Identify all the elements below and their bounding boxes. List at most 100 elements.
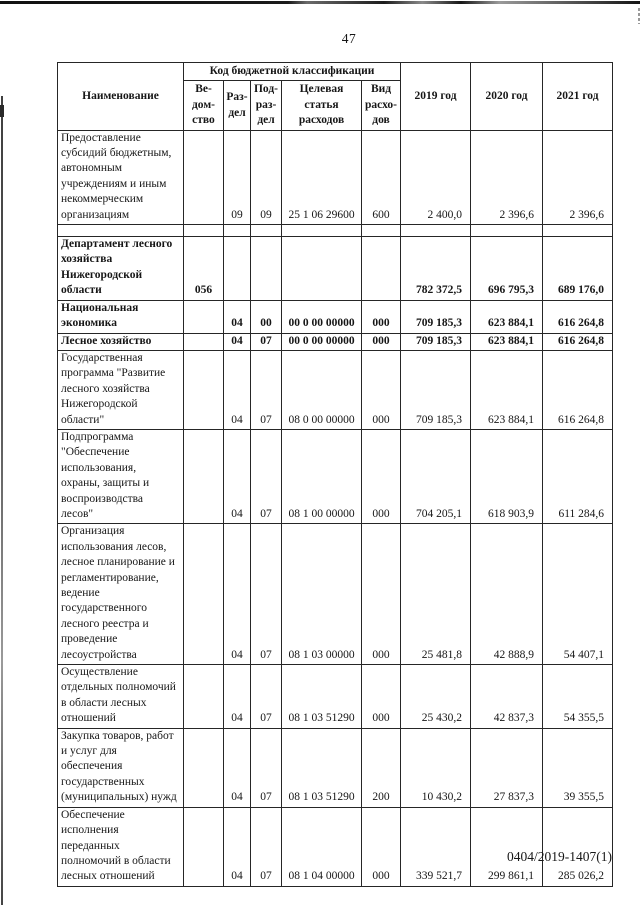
cell-expense-type: [360, 224, 402, 238]
cell-amount-2020: 623 884,1: [470, 332, 544, 351]
cell-target-article: 00 0 00 00000: [281, 332, 362, 351]
cell-amount-2021: 611 284,6: [542, 428, 614, 525]
cell-vedomstvo: [183, 349, 224, 430]
page-number: 47: [341, 31, 357, 46]
cell-podrazdel: [250, 224, 282, 238]
cell-target-article: 25 1 06 29600: [281, 129, 362, 226]
cell-vedomstvo: 056: [183, 236, 224, 301]
cell-amount-2021: [542, 224, 614, 238]
cell-target-article: [281, 236, 362, 301]
cell-name: Организация использования лесов, лесное …: [57, 523, 184, 666]
budget-table: Наименование Код бюджетной классификации…: [57, 61, 614, 887]
cell-amount-2019: [400, 224, 472, 238]
cell-vedomstvo: [183, 727, 224, 808]
cell-expense-type: 000: [360, 428, 402, 525]
spacer-row: [57, 224, 614, 238]
cell-amount-2019: 339 521,7: [400, 806, 472, 887]
cell-podrazdel: 07: [250, 664, 282, 729]
cell-target-article: 08 0 00 00000: [281, 349, 362, 430]
cell-amount-2020: 2 396,6: [470, 129, 544, 226]
cell-amount-2020: 696 795,3: [470, 236, 544, 301]
cell-name: Осуществление отдельных полномочий в обл…: [57, 664, 184, 729]
column-header-vedomstvo: Ве- дом- ство: [183, 80, 224, 131]
cell-podrazdel: 00: [250, 299, 282, 334]
cell-amount-2019: 704 205,1: [400, 428, 472, 525]
cell-target-article: 08 1 03 51290: [281, 727, 362, 808]
cell-amount-2019: 10 430,2: [400, 727, 472, 808]
cell-razdel: 04: [223, 806, 251, 887]
cell-vedomstvo: [183, 224, 224, 238]
cell-vedomstvo: [183, 664, 224, 729]
cell-amount-2019: 709 185,3: [400, 299, 472, 334]
cell-expense-type: 000: [360, 806, 402, 887]
cell-vedomstvo: [183, 428, 224, 525]
column-header-razdel: Раз- дел: [223, 80, 251, 131]
table-row: Департамент лесного хозяйства Нижегородс…: [57, 236, 614, 301]
cell-vedomstvo: [183, 299, 224, 334]
table-row: Обеспечение исполнения переданных полном…: [57, 806, 614, 887]
cell-amount-2020: 42 888,9: [470, 523, 544, 666]
cell-name: Национальная экономика: [57, 299, 184, 334]
cell-expense-type: [360, 236, 402, 301]
cell-expense-type: 000: [360, 299, 402, 334]
cell-amount-2020: 623 884,1: [470, 299, 544, 334]
table-row: Государственная программа "Развитие лесн…: [57, 349, 614, 430]
cell-name: Государственная программа "Развитие лесн…: [57, 349, 184, 430]
cell-amount-2019: 782 372,5: [400, 236, 472, 301]
table-row: Предоставление субсидий бюджетным, автон…: [57, 129, 614, 226]
table-row: Лесное хозяйство 04 07 00 0 00 00000 000 709 …: [57, 332, 614, 351]
cell-amount-2020: 27 837,3: [470, 727, 544, 808]
cell-name: Закупка товаров, работ и услуг для обесп…: [57, 727, 184, 808]
header-row-group: Наименование Код бюджетной классификации…: [57, 61, 614, 131]
column-header-target-article: Целевая статья расходов: [281, 80, 362, 131]
cell-amount-2019: 709 185,3: [400, 349, 472, 430]
cell-target-article: 08 1 03 00000: [281, 523, 362, 666]
cell-podrazdel: 07: [250, 428, 282, 525]
cell-name: [57, 224, 184, 238]
cell-amount-2021: 689 176,0: [542, 236, 614, 301]
cell-amount-2019: 25 481,8: [400, 523, 472, 666]
cell-name: Обеспечение исполнения переданных полном…: [57, 806, 184, 887]
cell-amount-2021: 2 396,6: [542, 129, 614, 226]
cell-razdel: 04: [223, 349, 251, 430]
cell-amount-2021: 616 264,8: [542, 332, 614, 351]
cell-amount-2020: 42 837,3: [470, 664, 544, 729]
cell-razdel: 04: [223, 332, 251, 351]
column-header-podrazdel: Под- раз- дел: [250, 80, 282, 131]
table-row: Организация использования лесов, лесное …: [57, 523, 614, 666]
cell-expense-type: 200: [360, 727, 402, 808]
cell-podrazdel: 07: [250, 332, 282, 351]
cell-expense-type: 000: [360, 332, 402, 351]
cell-expense-type: 000: [360, 664, 402, 729]
cell-razdel: [223, 236, 251, 301]
column-header-expense-type: Вид расхо- дов: [360, 80, 402, 131]
cell-amount-2019: 2 400,0: [400, 129, 472, 226]
header-row-subcolumns: Ве- дом- ство Раз- дел Под- раз- дел Цел…: [58, 80, 613, 131]
cell-expense-type: 000: [360, 349, 402, 430]
cell-razdel: 04: [223, 664, 251, 729]
column-header-2019: 2019 год: [400, 62, 472, 131]
cell-expense-type: 000: [360, 523, 402, 666]
cell-expense-type: 600: [360, 129, 402, 226]
cell-target-article: 08 1 03 51290: [281, 664, 362, 729]
table-row: Подпрограмма "Обеспечение использования,…: [57, 428, 614, 525]
cell-podrazdel: 07: [250, 349, 282, 430]
cell-podrazdel: 09: [250, 129, 282, 226]
cell-vedomstvo: [183, 523, 224, 666]
cell-razdel: 09: [223, 129, 251, 226]
cell-amount-2020: 299 861,1: [470, 806, 544, 887]
cell-razdel: 04: [223, 299, 251, 334]
column-header-2020: 2020 год: [470, 62, 544, 131]
cell-podrazdel: 07: [250, 806, 282, 887]
table-row: Национальная экономика 04 00 00 0 00 00000 0…: [57, 299, 614, 334]
scan-artifact-left-tick: [0, 105, 4, 117]
cell-amount-2019: 25 430,2: [400, 664, 472, 729]
table-row: Закупка товаров, работ и услуг для обесп…: [57, 727, 614, 808]
cell-name: Предоставление субсидий бюджетным, автон…: [57, 129, 184, 226]
budget-table-header: Наименование Код бюджетной классификации…: [57, 61, 614, 131]
cell-podrazdel: 07: [250, 727, 282, 808]
cell-amount-2019: 709 185,3: [400, 332, 472, 351]
table-row: Осуществление отдельных полномочий в обл…: [57, 664, 614, 729]
cell-target-article: 08 1 04 00000: [281, 806, 362, 887]
cell-target-article: 08 1 00 00000: [281, 428, 362, 525]
